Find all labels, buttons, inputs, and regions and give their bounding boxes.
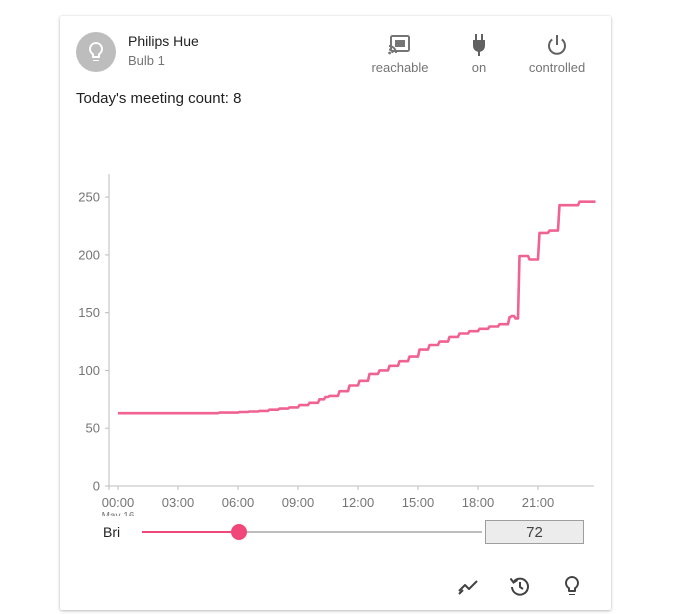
avatar [76,32,116,72]
brightness-input[interactable] [485,520,584,544]
history-icon[interactable] [508,574,532,598]
lightbulb-icon [89,42,103,61]
x-tick-label: 00:00 [102,495,135,510]
status-reachable[interactable]: reachable [366,34,434,75]
series-line [118,200,596,415]
y-tick-label: 200 [78,247,100,262]
cast-connected-icon [388,35,410,55]
x-tick-label: 09:00 [282,495,315,510]
slider-rail [142,531,482,533]
status-controlled[interactable]: controlled [520,34,594,75]
status-on[interactable]: on [459,34,499,75]
x-tick-label: 15:00 [402,495,435,510]
x-tick-label: 03:00 [162,495,195,510]
lightbulb-outline-icon[interactable] [560,574,584,598]
status-label: controlled [528,60,586,75]
x-tick-label: 06:00 [222,495,255,510]
slider-fill [142,531,239,533]
y-tick-label: 50 [86,421,100,436]
x-date-label: May 16 [102,511,135,516]
power-plug-icon [473,34,485,56]
chart-line-icon[interactable] [456,574,480,598]
entity-card: Philips Hue Bulb 1 reachable on [60,16,611,610]
entity-title: Philips Hue [128,33,199,49]
brightness-label: Bri [103,524,121,540]
power-icon [548,35,566,55]
brightness-slider[interactable] [142,522,482,542]
meeting-count-text: Today's meeting count: 8 [76,90,242,107]
history-chart: 0 50 100 150 200 250 00:00 03:00 06:00 09:00 12:0… [78,174,596,516]
y-tick-label: 0 [93,479,100,494]
x-tick-label: 12:00 [342,495,375,510]
status-label: reachable [371,60,429,75]
y-tick-label: 250 [78,190,100,205]
entity-subtitle: Bulb 1 [128,53,165,68]
y-tick-label: 150 [78,305,100,320]
x-tick-label: 21:00 [522,495,555,510]
y-tick-label: 100 [78,363,100,378]
status-label: on [471,60,487,75]
slider-thumb[interactable] [230,524,247,540]
x-tick-label: 18:00 [462,495,495,510]
